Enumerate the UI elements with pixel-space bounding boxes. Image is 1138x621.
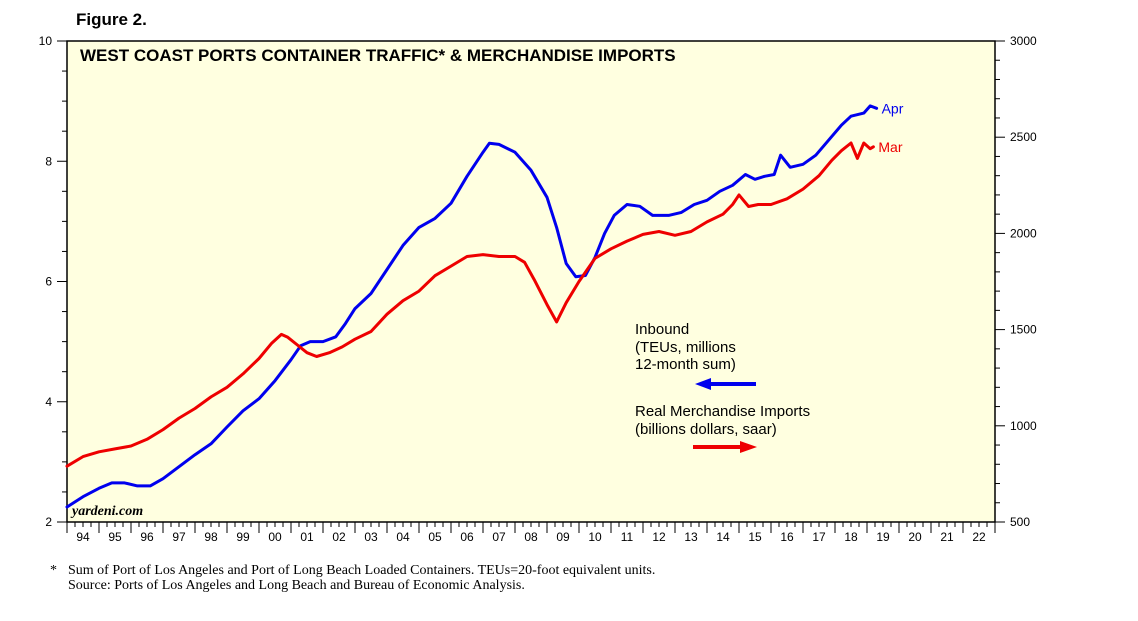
x-tick-label: 15 <box>748 530 762 544</box>
watermark: yardeni.com <box>70 504 143 519</box>
x-tick-label: 97 <box>172 530 186 544</box>
x-tick-label: 96 <box>140 530 154 544</box>
right-axis: 500 1000 1500 2000 2500 3000 <box>995 34 1037 529</box>
x-tick-label: 00 <box>268 530 282 544</box>
legend-imports-line-2: (billions dollars, saar) <box>635 421 777 438</box>
x-tick-label: 99 <box>236 530 250 544</box>
x-tick-label: 17 <box>812 530 826 544</box>
right-tick-label: 2500 <box>1010 130 1037 144</box>
chart-title: WEST COAST PORTS CONTAINER TRAFFIC* & ME… <box>80 46 676 65</box>
x-tick-label: 22 <box>972 530 986 544</box>
left-tick-label: 4 <box>45 395 52 409</box>
x-tick-label: 07 <box>492 530 506 544</box>
legend-inbound-line-1: Inbound <box>635 321 689 338</box>
x-tick-label: 95 <box>108 530 122 544</box>
left-tick-label: 8 <box>45 154 52 168</box>
x-tick-label: 98 <box>204 530 218 544</box>
x-tick-label: 02 <box>332 530 346 544</box>
legend-inbound-arrow <box>695 378 756 390</box>
series-line-inbound <box>65 104 879 509</box>
x-tick-label: 20 <box>908 530 922 544</box>
x-tick-label: 01 <box>300 530 314 544</box>
left-tick-label: 10 <box>39 34 53 48</box>
legend-inbound-line-2: (TEUs, millions <box>635 339 736 356</box>
left-tick-label: 2 <box>45 515 52 529</box>
series-line-imports <box>65 141 875 468</box>
legend-imports-arrow <box>693 441 757 453</box>
left-axis: 2 4 6 8 10 <box>39 34 67 529</box>
x-tick-label: 03 <box>364 530 378 544</box>
right-tick-label: 1000 <box>1010 419 1037 433</box>
footnote-asterisk: * <box>50 563 57 578</box>
right-tick-label: 500 <box>1010 515 1030 529</box>
series-group: Apr Mar <box>65 100 904 509</box>
right-tick-label: 3000 <box>1010 34 1037 48</box>
plot-area <box>66 40 996 523</box>
x-tick-label: 10 <box>588 530 602 544</box>
right-tick-label: 2000 <box>1010 226 1037 240</box>
x-tick-label: 04 <box>396 530 410 544</box>
x-tick-label: 09 <box>556 530 570 544</box>
x-tick-label: 21 <box>940 530 954 544</box>
x-tick-label: 05 <box>428 530 442 544</box>
x-tick-label: 12 <box>652 530 666 544</box>
footnote-line-1: Sum of Port of Los Angeles and Port of L… <box>68 563 656 578</box>
legend-imports-line-1: Real Merchandise Imports <box>635 403 810 420</box>
footnote-line-2: Source: Ports of Los Angeles and Long Be… <box>68 578 525 593</box>
x-tick-label: 94 <box>76 530 90 544</box>
figure-label: Figure 2. <box>76 10 147 29</box>
right-tick-label: 1500 <box>1010 323 1037 337</box>
x-tick-label: 06 <box>460 530 474 544</box>
legend-inbound-line-3: 12-month sum) <box>635 356 736 373</box>
left-tick-label: 6 <box>45 275 52 289</box>
series-end-label: Mar <box>878 139 902 155</box>
x-tick-label: 19 <box>876 530 890 544</box>
x-tick-label: 16 <box>780 530 794 544</box>
x-tick-label: 08 <box>524 530 538 544</box>
x-tick-label: 13 <box>684 530 698 544</box>
x-axis: 94 95 96 97 98 99 00 01 02 03 04 05 06 07 08 09 10 11 12 13… <box>66 522 996 544</box>
x-tick-label: 14 <box>716 530 730 544</box>
series-end-label: Apr <box>882 100 904 116</box>
x-tick-label: 18 <box>844 530 858 544</box>
x-tick-label: 11 <box>621 530 634 544</box>
